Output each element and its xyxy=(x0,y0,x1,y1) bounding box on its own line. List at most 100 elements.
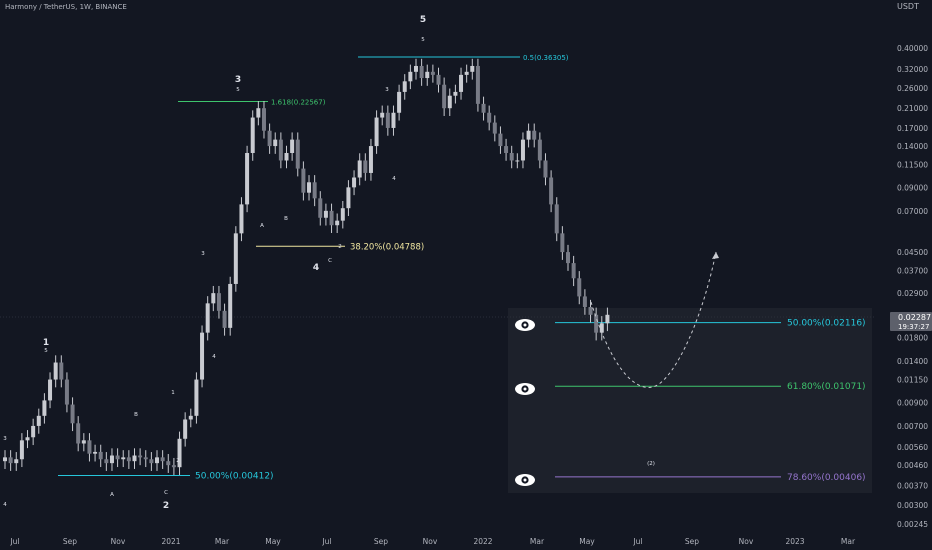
candle-body xyxy=(481,103,486,113)
eye-pupil xyxy=(523,478,527,482)
x-tick-label: Mar xyxy=(530,537,545,546)
wave-label: 2 xyxy=(338,244,342,250)
candle-body xyxy=(312,182,317,199)
y-tick-label: 0.01150 xyxy=(897,376,928,385)
candle-body xyxy=(368,146,373,173)
wave-label: 5 xyxy=(420,15,426,25)
candle-body xyxy=(408,71,413,82)
candle-body xyxy=(335,220,340,226)
y-tick-label: 0.32000 xyxy=(897,65,928,74)
candle-body xyxy=(352,177,357,188)
wave-label: 2 xyxy=(176,458,180,464)
candle-body xyxy=(3,457,7,462)
candle-body xyxy=(183,419,188,439)
candle-body xyxy=(385,112,390,128)
y-tick-label: 0.17000 xyxy=(897,124,928,133)
y-tick-label: 0.00460 xyxy=(897,461,928,470)
candle-body xyxy=(87,440,92,454)
candle-body xyxy=(515,160,520,162)
y-tick-label: 0.01400 xyxy=(897,357,928,366)
candle-body xyxy=(273,139,278,147)
candle-body xyxy=(560,233,565,253)
eye-icons[interactable] xyxy=(515,319,535,486)
y-tick-label: 0.40000 xyxy=(897,44,928,53)
eye-icon[interactable] xyxy=(515,319,535,331)
eye-panel-bg xyxy=(508,308,872,493)
fib-label: 78.60%(0.00406) xyxy=(787,473,866,483)
candle-body xyxy=(14,459,19,464)
candle-body xyxy=(48,379,53,401)
eye-icon[interactable] xyxy=(515,383,535,395)
candle-body xyxy=(520,139,525,161)
candle-body xyxy=(549,177,554,205)
candle-body xyxy=(295,139,300,169)
eye-panel xyxy=(508,308,872,493)
y-tick-label: 0.03700 xyxy=(897,266,928,275)
y-tick-label: 0.00900 xyxy=(897,398,928,407)
wave-label: 5 xyxy=(236,87,240,93)
x-tick-label: May xyxy=(579,537,595,546)
candle-body xyxy=(532,130,537,140)
candle-body xyxy=(278,139,283,161)
candle-body xyxy=(267,130,272,147)
y-tick-label: 0.07000 xyxy=(897,207,928,216)
fib-label: 61.80%(0.01071) xyxy=(787,382,866,392)
candle-body xyxy=(509,152,514,161)
wave-label: 4 xyxy=(212,354,216,360)
candles xyxy=(3,58,610,475)
candle-body xyxy=(115,455,120,460)
wave-label: B xyxy=(134,412,138,418)
candle-body xyxy=(64,379,69,405)
candle-body xyxy=(323,210,328,218)
candle-body xyxy=(138,455,143,458)
fib-levels: 0.5(0.36305) 1.618(0.22567) 38.20%(0.04788… xyxy=(58,54,866,483)
candle-body xyxy=(239,204,244,234)
candle-body xyxy=(149,459,154,464)
wave-label: 3 xyxy=(3,436,7,442)
x-tick-label: Sep xyxy=(685,537,699,546)
fib-label: 50.00%(0.02116) xyxy=(787,319,866,329)
wave-label: 2 xyxy=(163,501,169,511)
candle-body xyxy=(155,457,160,464)
fib-label: 0.5(0.36305) xyxy=(523,54,569,62)
candle-body xyxy=(391,112,396,128)
candle-body xyxy=(402,81,407,92)
x-tick-label: Mar xyxy=(841,537,856,546)
x-axis: Jul Sep Nov 2021 Mar May Jul Sep Nov 2022 Mar May Ju… xyxy=(9,537,856,546)
candle-body xyxy=(93,451,98,454)
eye-icon[interactable] xyxy=(515,474,535,486)
x-tick-label: Sep xyxy=(374,537,388,546)
x-tick-label: Nov xyxy=(739,537,754,546)
fib-label: 50.00%(0.00412) xyxy=(195,471,274,481)
y-tick-label: 0.14000 xyxy=(897,142,928,151)
y-tick-label: 0.00300 xyxy=(897,501,928,510)
wave-label: 3 xyxy=(385,87,389,93)
wave-label: 3 xyxy=(201,251,205,257)
x-tick-label: Sep xyxy=(63,537,77,546)
candle-body xyxy=(599,323,604,333)
candle-body xyxy=(109,455,114,464)
y-tick-label: 0.09000 xyxy=(897,183,928,192)
candle-body xyxy=(222,310,227,328)
candle-body xyxy=(588,307,593,315)
candle-body xyxy=(98,451,103,460)
y-tick-label: 0.00370 xyxy=(897,481,928,490)
candle-body xyxy=(25,437,30,441)
candle-body xyxy=(143,457,148,460)
candle-body xyxy=(419,65,424,79)
wave-label: 3 xyxy=(235,75,241,85)
candle-body xyxy=(453,91,458,96)
candle-body xyxy=(70,404,75,424)
candle-body xyxy=(177,438,182,468)
candle-body xyxy=(81,440,86,444)
x-tick-label: Mar xyxy=(215,537,230,546)
candle-body xyxy=(537,139,542,161)
candle-body xyxy=(121,457,126,460)
candle-body xyxy=(374,117,379,147)
candle-body xyxy=(31,425,36,438)
candle-body xyxy=(566,252,570,264)
candle-body xyxy=(504,146,509,153)
y-tick-label: 0.00700 xyxy=(897,422,928,431)
y-tick-label: 0.11500 xyxy=(897,160,928,169)
